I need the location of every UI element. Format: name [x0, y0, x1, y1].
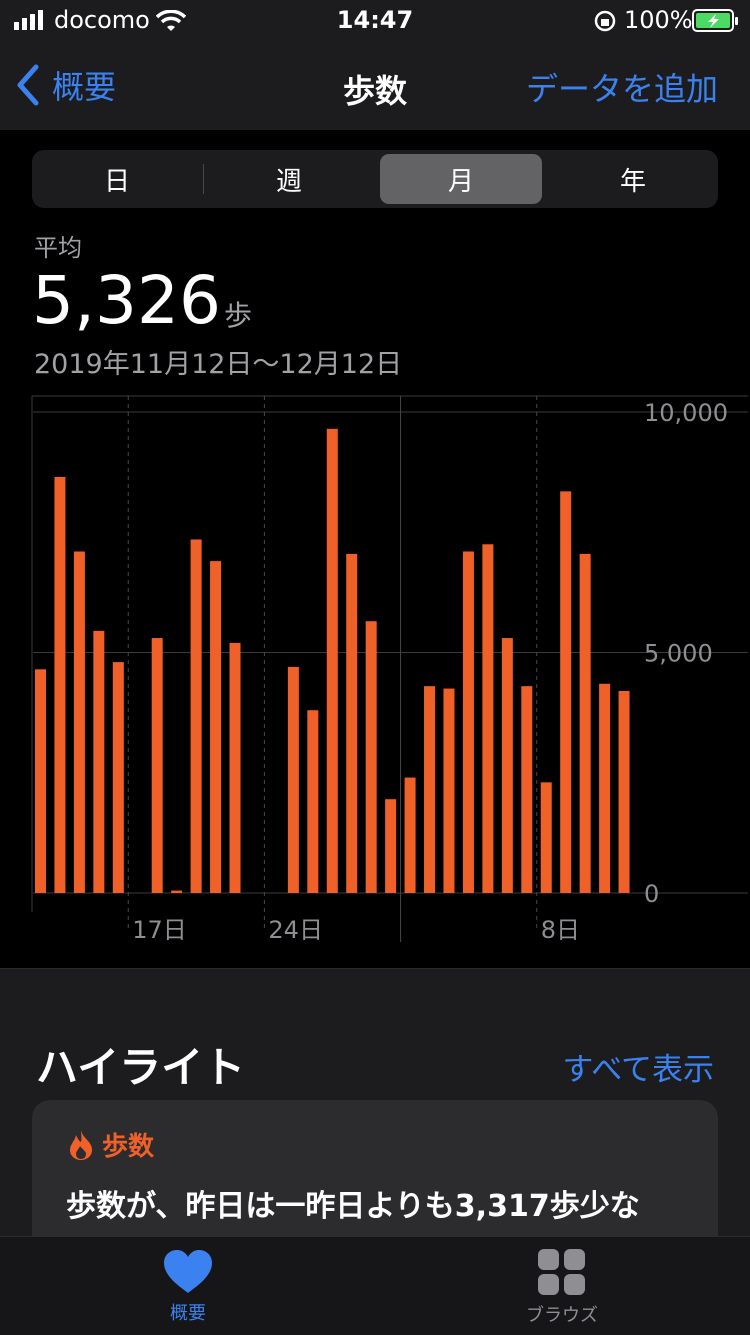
highlight-card-label: 歩数	[102, 1132, 155, 1162]
bar	[54, 476, 66, 893]
average-label: 平均	[34, 234, 82, 262]
y-tick-label: 5,000	[644, 640, 713, 668]
bar	[443, 688, 455, 893]
bar	[540, 782, 552, 893]
bar	[190, 539, 202, 893]
x-tick-label: 8日	[541, 916, 580, 944]
highlight-card-text: 歩数が、昨日は一昨日よりも3,317歩少な	[66, 1189, 640, 1224]
y-tick-label: 0	[644, 880, 659, 908]
wifi-icon	[156, 10, 186, 31]
back-button[interactable]: 概要	[14, 60, 116, 110]
chevron-left-icon	[17, 64, 39, 106]
average-unit: 歩	[224, 299, 253, 332]
x-tick-label: 17日	[132, 916, 187, 944]
bar	[385, 799, 397, 893]
status-bar: docomo 14:47 100%	[0, 0, 750, 40]
x-tick-label: 24日	[268, 916, 323, 944]
average-value: 5,326	[32, 262, 221, 339]
bar	[151, 638, 163, 893]
page-title: 歩数	[342, 72, 407, 110]
y-tick-label: 10,000	[644, 399, 728, 427]
flame-icon	[70, 1129, 92, 1160]
bar	[462, 551, 474, 893]
bar	[210, 561, 222, 893]
tab-browse-label: ブラウズ	[526, 1305, 598, 1326]
segment-day[interactable]: 日	[103, 166, 130, 197]
clock: 14:47	[336, 6, 414, 34]
segment-year[interactable]: 年	[619, 166, 646, 197]
battery-percent: 100%	[624, 6, 693, 34]
bar	[171, 890, 183, 893]
bar	[365, 621, 377, 893]
back-label: 概要	[52, 68, 117, 106]
bar	[560, 491, 572, 893]
bar	[346, 553, 358, 893]
tab-summary-label: 概要	[170, 1303, 206, 1324]
bar	[307, 710, 319, 893]
bar	[482, 544, 494, 893]
date-range: 2019年11月12日〜12月12日	[34, 349, 403, 380]
segment-week[interactable]: 週	[275, 166, 302, 197]
grid-icon	[538, 1249, 585, 1295]
bar	[287, 666, 299, 893]
bar	[521, 686, 533, 893]
bar	[404, 777, 416, 893]
carrier-label: docomo	[54, 6, 150, 34]
show-all-link[interactable]: すべて表示	[562, 1052, 714, 1088]
bar	[229, 642, 241, 893]
heart-icon	[164, 1250, 212, 1293]
bar	[93, 630, 105, 893]
segment-month[interactable]: 月	[380, 154, 542, 204]
nav-bar: 概要 歩数 データを追加	[0, 40, 750, 130]
bar	[73, 551, 85, 893]
bar	[326, 428, 338, 893]
bar	[424, 686, 436, 893]
bar	[35, 669, 46, 893]
rotation-lock-icon	[594, 10, 616, 32]
bar	[618, 690, 630, 893]
period-segmented-control: 日 週 月 年	[32, 150, 718, 208]
bar	[599, 683, 611, 893]
segment-divider	[203, 164, 204, 194]
add-data-button[interactable]: データを追加	[525, 70, 718, 108]
signal-icon	[14, 10, 43, 30]
highlights-title: ハイライト	[36, 1043, 246, 1092]
steps-bar-chart[interactable]: 10,000 5,000 0 17日 24日 8日	[0, 390, 750, 960]
bar	[112, 662, 124, 893]
battery-icon	[692, 9, 738, 32]
tab-browse[interactable]: ブラウズ	[462, 1247, 662, 1327]
bar	[579, 553, 591, 893]
chart-canvas: 10,000 5,000 0 17日 24日 8日	[31, 395, 748, 944]
tab-summary[interactable]: 概要	[88, 1247, 288, 1325]
divider	[0, 968, 750, 969]
bar	[501, 638, 513, 893]
tab-bar: 概要 ブラウズ	[0, 1236, 750, 1335]
